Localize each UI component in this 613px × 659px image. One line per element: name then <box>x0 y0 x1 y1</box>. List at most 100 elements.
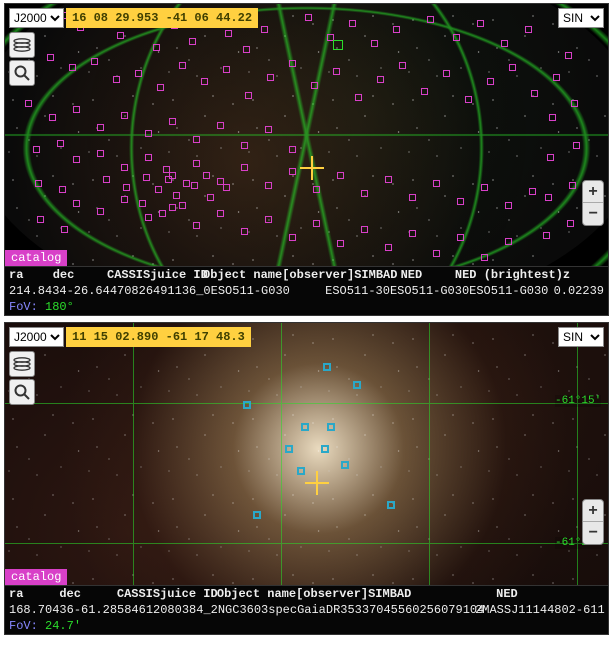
catalog-marker[interactable] <box>321 445 329 453</box>
catalog-marker[interactable] <box>529 188 536 195</box>
catalog-marker[interactable] <box>433 180 440 187</box>
catalog-marker[interactable] <box>385 244 392 251</box>
highlight-marker[interactable] <box>333 40 343 50</box>
catalog-marker[interactable] <box>311 82 318 89</box>
catalog-marker[interactable] <box>387 501 395 509</box>
projection-select[interactable]: SINTANAIT <box>558 8 604 28</box>
catalog-marker[interactable] <box>253 511 261 519</box>
catalog-marker[interactable] <box>323 363 331 371</box>
catalog-marker[interactable] <box>113 76 120 83</box>
catalog-marker[interactable] <box>37 216 44 223</box>
catalog-marker[interactable] <box>337 240 344 247</box>
catalog-marker[interactable] <box>61 226 68 233</box>
catalog-marker[interactable] <box>289 146 296 153</box>
catalog-marker[interactable] <box>69 64 76 71</box>
zoom-out-button[interactable]: − <box>583 203 603 225</box>
catalog-marker[interactable] <box>59 186 66 193</box>
catalog-marker[interactable] <box>193 222 200 229</box>
catalog-marker[interactable] <box>289 168 296 175</box>
table-col-header[interactable]: SIMBAD <box>368 587 496 601</box>
catalog-marker[interactable] <box>465 96 472 103</box>
catalog-marker[interactable] <box>103 176 110 183</box>
catalog-marker[interactable] <box>135 70 142 77</box>
catalog-marker[interactable] <box>139 200 146 207</box>
catalog-marker[interactable] <box>341 461 349 469</box>
table-row[interactable]: 214.8434-26.64470826491136_0ESO511-G030E… <box>5 283 608 299</box>
search-icon[interactable] <box>9 60 35 86</box>
catalog-marker[interactable] <box>117 32 124 39</box>
catalog-marker[interactable] <box>327 423 335 431</box>
sky-view-1[interactable]: J2000ICRSGAL 16 08 29.953 -41 06 44.22 S… <box>5 4 608 266</box>
catalog-marker[interactable] <box>313 186 320 193</box>
catalog-marker[interactable] <box>143 174 150 181</box>
catalog-marker[interactable] <box>457 198 464 205</box>
catalog-marker[interactable] <box>361 190 368 197</box>
catalog-marker[interactable] <box>333 68 340 75</box>
table-col-header[interactable]: NED <box>496 587 604 601</box>
catalog-marker[interactable] <box>301 423 309 431</box>
catalog-marker[interactable] <box>243 46 250 53</box>
catalog-marker[interactable] <box>241 228 248 235</box>
table-col-header[interactable]: CASSISjuice ID <box>107 268 203 282</box>
catalog-marker[interactable] <box>121 164 128 171</box>
table-row[interactable]: 168.70436-61.28584612080384_2NGC3603spec… <box>5 602 608 618</box>
catalog-marker[interactable] <box>433 250 440 257</box>
catalog-marker[interactable] <box>91 58 98 65</box>
catalog-marker[interactable] <box>243 401 251 409</box>
catalog-marker[interactable] <box>265 182 272 189</box>
catalog-marker[interactable] <box>509 64 516 71</box>
catalog-marker[interactable] <box>545 194 552 201</box>
catalog-marker[interactable] <box>201 78 208 85</box>
catalog-marker[interactable] <box>241 142 248 149</box>
catalog-marker[interactable] <box>549 114 556 121</box>
catalog-marker[interactable] <box>571 100 578 107</box>
table-col-header[interactable]: ra <box>9 268 53 282</box>
catalog-marker[interactable] <box>481 254 488 261</box>
catalog-marker[interactable] <box>123 184 130 191</box>
catalog-marker[interactable] <box>371 40 378 47</box>
catalog-marker[interactable] <box>179 62 186 69</box>
sky-view-2[interactable]: -61°15'-61°20' J2000ICRSGAL 11 15 02.890… <box>5 323 608 585</box>
catalog-marker[interactable] <box>73 106 80 113</box>
catalog-marker[interactable] <box>145 154 152 161</box>
catalog-marker[interactable] <box>385 176 392 183</box>
catalog-marker[interactable] <box>399 62 406 69</box>
catalog-marker[interactable] <box>289 60 296 67</box>
catalog-marker[interactable] <box>97 208 104 215</box>
catalog-marker[interactable] <box>203 172 210 179</box>
catalog-marker[interactable] <box>349 20 356 27</box>
catalog-marker[interactable] <box>191 182 198 189</box>
catalog-marker[interactable] <box>573 142 580 149</box>
catalog-marker[interactable] <box>97 124 104 131</box>
catalog-marker[interactable] <box>453 34 460 41</box>
catalog-marker[interactable] <box>487 78 494 85</box>
search-icon[interactable] <box>9 379 35 405</box>
catalog-marker[interactable] <box>245 92 252 99</box>
catalog-marker[interactable] <box>97 150 104 157</box>
catalog-marker[interactable] <box>35 180 42 187</box>
catalog-marker[interactable] <box>169 118 176 125</box>
catalog-marker[interactable] <box>33 146 40 153</box>
catalog-marker[interactable] <box>297 467 305 475</box>
catalog-marker[interactable] <box>409 230 416 237</box>
catalog-marker[interactable] <box>267 74 274 81</box>
table-col-header[interactable]: dec <box>59 587 117 601</box>
catalog-marker[interactable] <box>157 84 164 91</box>
catalog-marker[interactable] <box>421 88 428 95</box>
catalog-marker[interactable] <box>145 214 152 221</box>
catalog-marker[interactable] <box>25 100 32 107</box>
catalog-marker[interactable] <box>361 226 368 233</box>
frame-select[interactable]: J2000ICRSGAL <box>9 327 64 347</box>
catalog-marker[interactable] <box>193 160 200 167</box>
catalog-marker[interactable] <box>217 122 224 129</box>
catalog-marker[interactable] <box>47 54 54 61</box>
catalog-marker[interactable] <box>265 126 272 133</box>
catalog-marker[interactable] <box>505 238 512 245</box>
catalog-marker[interactable] <box>443 70 450 77</box>
catalog-marker[interactable] <box>525 26 532 33</box>
catalog-marker[interactable] <box>565 52 572 59</box>
catalog-marker[interactable] <box>427 16 434 23</box>
catalog-marker[interactable] <box>377 76 384 83</box>
catalog-marker[interactable] <box>153 44 160 51</box>
table-col-header[interactable]: dec <box>53 268 107 282</box>
